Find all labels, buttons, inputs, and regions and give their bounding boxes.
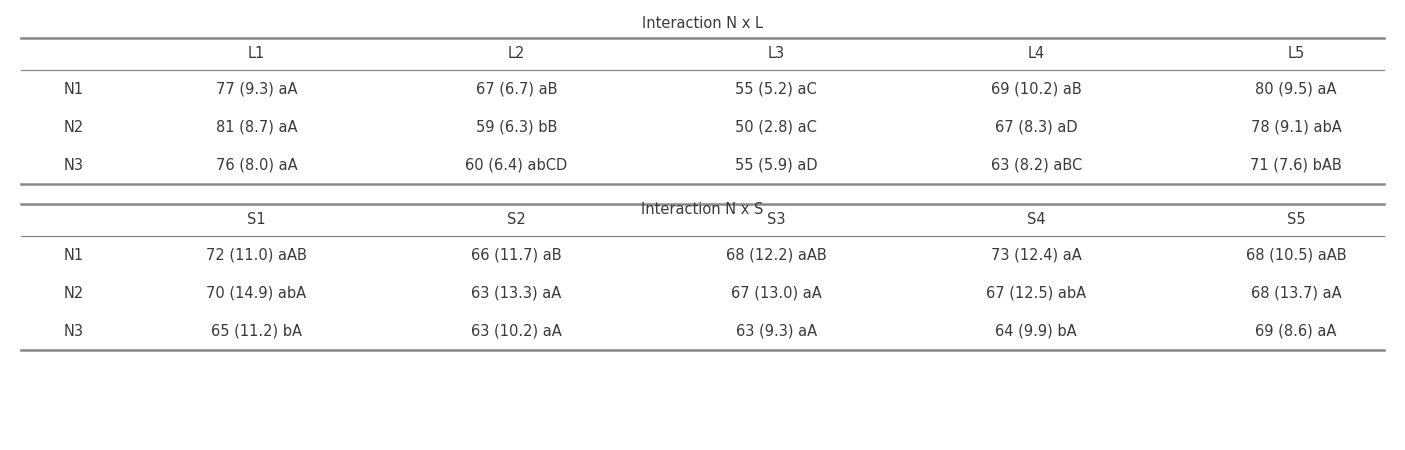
Text: N1: N1 (63, 248, 84, 262)
Text: 55 (5.9) aD: 55 (5.9) aD (735, 158, 818, 172)
Text: L5: L5 (1287, 46, 1305, 62)
Text: 65 (11.2) bA: 65 (11.2) bA (211, 324, 302, 338)
Text: L2: L2 (507, 46, 525, 62)
Text: 67 (6.7) aB: 67 (6.7) aB (475, 81, 558, 96)
Text: S2: S2 (507, 212, 525, 228)
Text: 69 (10.2) aB: 69 (10.2) aB (991, 81, 1082, 96)
Text: N3: N3 (63, 158, 84, 172)
Text: 68 (13.7) aA: 68 (13.7) aA (1250, 285, 1342, 301)
Text: 71 (7.6) bAB: 71 (7.6) bAB (1250, 158, 1342, 172)
Text: 76 (8.0) aA: 76 (8.0) aA (215, 158, 298, 172)
Text: 77 (9.3) aA: 77 (9.3) aA (215, 81, 298, 96)
Text: L1: L1 (247, 46, 266, 62)
Text: 55 (5.2) aC: 55 (5.2) aC (735, 81, 818, 96)
Text: 66 (11.7) aB: 66 (11.7) aB (471, 248, 562, 262)
Text: 67 (12.5) abA: 67 (12.5) abA (986, 285, 1086, 301)
Text: N2: N2 (63, 285, 84, 301)
Text: 68 (10.5) aAB: 68 (10.5) aAB (1246, 248, 1346, 262)
Text: N1: N1 (63, 81, 84, 96)
Text: Interaction N x L: Interaction N x L (642, 15, 763, 31)
Text: 63 (9.3) aA: 63 (9.3) aA (736, 324, 816, 338)
Text: 50 (2.8) aC: 50 (2.8) aC (735, 120, 818, 135)
Text: L4: L4 (1027, 46, 1045, 62)
Text: S1: S1 (247, 212, 266, 228)
Text: 70 (14.9) abA: 70 (14.9) abA (207, 285, 306, 301)
Text: S5: S5 (1287, 212, 1305, 228)
Text: 59 (6.3) bB: 59 (6.3) bB (476, 120, 556, 135)
Text: 67 (8.3) aD: 67 (8.3) aD (995, 120, 1078, 135)
Text: 80 (9.5) aA: 80 (9.5) aA (1255, 81, 1338, 96)
Text: N2: N2 (63, 120, 84, 135)
Text: N3: N3 (63, 324, 84, 338)
Text: L3: L3 (767, 46, 785, 62)
Text: Interaction N x S: Interaction N x S (641, 202, 764, 216)
Text: S4: S4 (1027, 212, 1045, 228)
Text: 81 (8.7) aA: 81 (8.7) aA (215, 120, 298, 135)
Text: 67 (13.0) aA: 67 (13.0) aA (731, 285, 822, 301)
Text: 63 (8.2) aBC: 63 (8.2) aBC (991, 158, 1082, 172)
Text: 60 (6.4) abCD: 60 (6.4) abCD (465, 158, 568, 172)
Text: 78 (9.1) abA: 78 (9.1) abA (1250, 120, 1342, 135)
Text: S3: S3 (767, 212, 785, 228)
Text: 73 (12.4) aA: 73 (12.4) aA (991, 248, 1082, 262)
Text: 72 (11.0) aAB: 72 (11.0) aAB (207, 248, 306, 262)
Text: 69 (8.6) aA: 69 (8.6) aA (1256, 324, 1336, 338)
Text: 64 (9.9) bA: 64 (9.9) bA (995, 324, 1078, 338)
Text: 68 (12.2) aAB: 68 (12.2) aAB (726, 248, 826, 262)
Text: 63 (13.3) aA: 63 (13.3) aA (471, 285, 562, 301)
Text: 63 (10.2) aA: 63 (10.2) aA (471, 324, 562, 338)
